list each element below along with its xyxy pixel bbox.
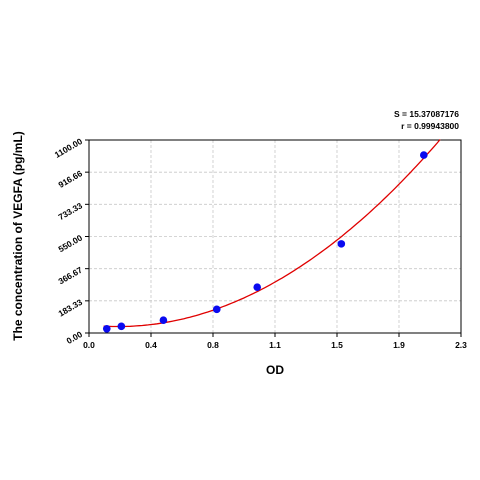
data-point	[253, 283, 262, 292]
x-tick-label: 2.3	[455, 340, 467, 350]
x-axis-ticks: 0.0 0.4 0.8 1.1 1.5 1.9 2.3	[83, 333, 467, 350]
r-value: r = 0.99943800	[401, 121, 459, 131]
x-axis-title: OD	[266, 363, 284, 377]
grid-lines	[89, 140, 461, 333]
x-tick-label: 0.0	[83, 340, 95, 350]
x-tick-label: 0.8	[207, 340, 219, 350]
y-tick-label: 733.33	[56, 200, 84, 222]
y-tick-label: 0.00	[65, 329, 85, 346]
data-point	[212, 305, 221, 314]
y-tick-label: 916.66	[56, 168, 84, 190]
x-tick-label: 1.9	[393, 340, 405, 350]
y-axis-ticks: 0.00 183.33 366.67 550.00 733.33 916.66 1100.0…	[53, 136, 89, 346]
x-tick-label: 0.4	[145, 340, 157, 350]
data-point	[420, 151, 428, 159]
x-tick-label: 1.1	[269, 340, 281, 350]
data-point	[117, 322, 126, 331]
data-point	[159, 316, 168, 324]
y-tick-label: 550.00	[56, 232, 84, 254]
regression-stats: S = 15.37087176 r = 0.99943800	[394, 108, 459, 132]
data-point	[337, 240, 346, 248]
y-tick-label: 183.33	[56, 297, 84, 319]
x-tick-label: 1.5	[331, 340, 343, 350]
y-tick-label: 366.67	[56, 265, 84, 287]
y-tick-label: 1100.00	[53, 136, 84, 160]
data-point	[102, 324, 111, 333]
data-points	[102, 151, 428, 333]
y-axis-title: The concentration of VEGFA (pg/mL)	[11, 131, 25, 341]
fit-curve	[103, 139, 441, 328]
s-value: S = 15.37087176	[394, 109, 459, 119]
